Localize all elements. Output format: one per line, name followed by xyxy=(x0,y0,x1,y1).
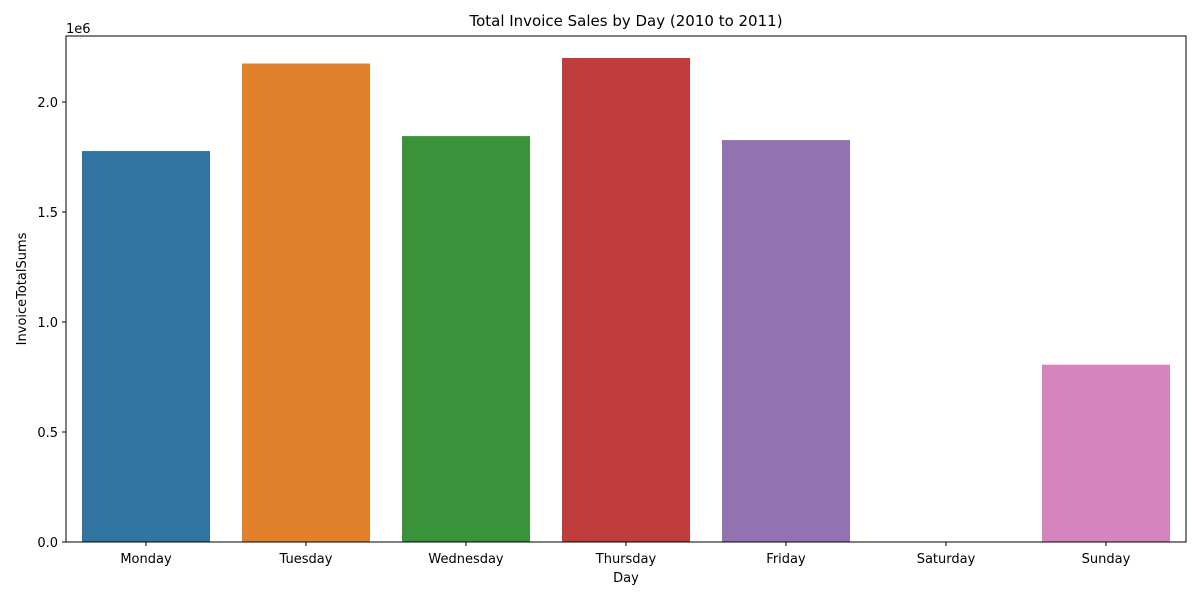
bar-thursday xyxy=(562,58,690,542)
bar-friday xyxy=(722,140,850,542)
x-axis-ticks: Monday Tuesday Wednesday Thursday Friday Satu… xyxy=(120,542,1131,567)
bar-wednesday xyxy=(402,136,530,542)
x-tick-label: Saturday xyxy=(917,552,976,567)
x-tick-label: Sunday xyxy=(1082,552,1131,567)
y-tick-label: 1.0 xyxy=(37,316,58,331)
bar-sunday xyxy=(1042,364,1170,542)
y-axis-offset-label: 1e6 xyxy=(66,22,91,37)
x-tick-label: Thursday xyxy=(595,552,657,567)
x-tick-label: Monday xyxy=(120,552,172,567)
y-axis-label: InvoiceTotalSums xyxy=(15,232,30,345)
y-tick-label: 0.0 xyxy=(37,536,58,551)
y-tick-label: 2.0 xyxy=(37,96,58,111)
y-tick-label: 0.5 xyxy=(37,426,58,441)
y-tick-label: 1.5 xyxy=(37,206,58,221)
x-tick-label: Wednesday xyxy=(428,552,504,567)
chart-title: Total Invoice Sales by Day (2010 to 2011… xyxy=(468,12,782,30)
bars-group xyxy=(82,58,1170,542)
bar-monday xyxy=(82,151,210,542)
x-tick-label: Friday xyxy=(766,552,806,567)
x-tick-label: Tuesday xyxy=(279,552,333,567)
y-axis-ticks: 0.0 0.5 1.0 1.5 2.0 xyxy=(37,96,66,551)
x-axis-label: Day xyxy=(613,571,639,586)
bar-tuesday xyxy=(242,63,370,542)
plot-frame xyxy=(65,35,1187,543)
